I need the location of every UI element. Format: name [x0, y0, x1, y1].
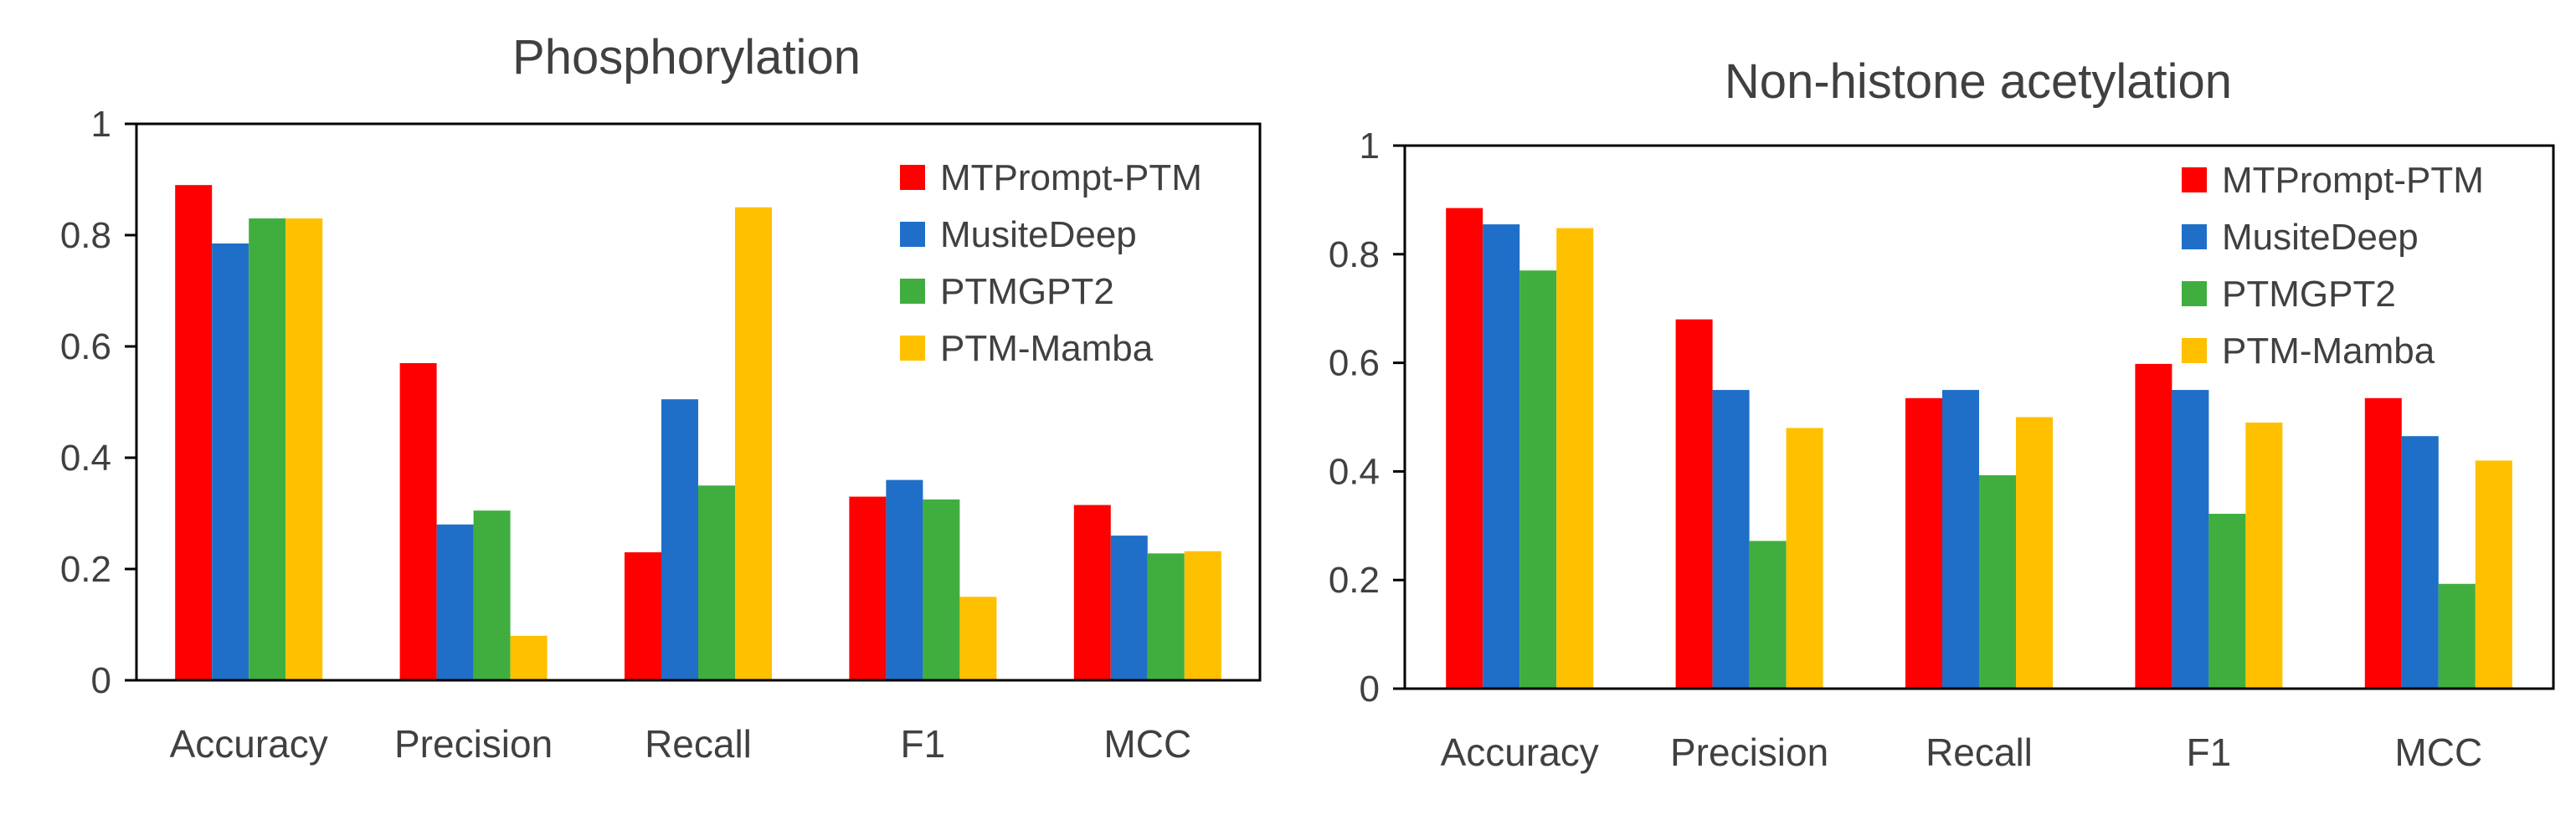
- chart2-bar-ptm-mamba-recall: [2016, 417, 2053, 689]
- chart1-legend-swatch: [900, 222, 925, 247]
- chart2-bar-mtprompt-ptm-precision: [1675, 319, 1713, 689]
- chart2-x-category-label: Precision: [1670, 730, 1828, 774]
- chart1-y-tick-label: 0.2: [60, 549, 111, 590]
- chart2-legend-swatch: [2182, 224, 2207, 249]
- chart2-bar-musitedeep-precision: [1712, 390, 1750, 689]
- chart2-x-category-label: MCC: [2394, 730, 2482, 774]
- chart1-bar-musitedeep-precision: [436, 524, 474, 680]
- chart2-y-tick-label: 0.8: [1329, 234, 1380, 275]
- chart1-bar-mtprompt-ptm-recall: [625, 552, 661, 680]
- chart1-bar-mtprompt-ptm-accuracy: [175, 185, 213, 680]
- chart1-plot-frame: [135, 122, 1262, 682]
- chart2-y-tick-label: 0.2: [1329, 560, 1380, 601]
- chart2-y-tick-label: 0: [1360, 669, 1380, 710]
- chart2-bar-ptm-mamba-mcc: [2475, 460, 2512, 689]
- chart1-x-category-label: F1: [901, 722, 946, 766]
- chart1-bar-musitedeep-mcc: [1110, 536, 1148, 680]
- chart1-y-tick-label: 0: [91, 660, 111, 701]
- chart1-y-tick-label: 0.8: [60, 215, 111, 256]
- chart2-bar-ptmgpt2-precision: [1749, 541, 1787, 689]
- chart1-x-category-label: Accuracy: [170, 722, 328, 766]
- chart1-bar-mtprompt-ptm-mcc: [1073, 505, 1111, 680]
- chart1-bar-ptmgpt2-recall: [698, 485, 735, 680]
- chart2-bar-ptmgpt2-accuracy: [1519, 270, 1557, 689]
- chart1-legend-swatch: [900, 165, 925, 190]
- chart2-bar-ptm-mamba-accuracy: [1556, 228, 1594, 689]
- chart1-bar-ptm-mamba-recall: [735, 207, 772, 680]
- chart1-y-tick-label: 0.4: [60, 438, 111, 479]
- chart2-title: Non-histone acetylation: [1725, 54, 2232, 109]
- chart2-bar-musitedeep-accuracy: [1483, 224, 1520, 689]
- chart2-x-category-label: Recall: [1926, 730, 2033, 774]
- chart1-bar-musitedeep-recall: [661, 399, 698, 680]
- chart1-bar-mtprompt-ptm-f1: [849, 496, 887, 680]
- chart1-bar-ptmgpt2-mcc: [1147, 553, 1185, 680]
- chart2-x-category-label: Accuracy: [1441, 730, 1599, 774]
- chart1-legend-swatch: [900, 279, 925, 304]
- chart1-y-tick-label: 1: [91, 104, 111, 145]
- chart2-plot-frame: [1403, 144, 2555, 690]
- chart2-legend-label: PTM-Mamba: [2222, 331, 2435, 372]
- chart2-bar-mtprompt-ptm-mcc: [2364, 397, 2402, 689]
- chart2-legend-label: PTMGPT2: [2222, 274, 2396, 315]
- chart2-bar-ptm-mamba-f1: [2245, 422, 2283, 689]
- chart1-bar-ptm-mamba-mcc: [1184, 551, 1221, 680]
- chart1-bar-ptm-mamba-precision: [510, 635, 548, 680]
- chart2-legend-swatch: [2182, 167, 2207, 192]
- chart1-title: Phosphorylation: [512, 30, 861, 85]
- chart1-x-category-label: MCC: [1103, 722, 1191, 766]
- chart2-x-category-label: F1: [2187, 730, 2232, 774]
- chart2-bar-musitedeep-mcc: [2401, 436, 2439, 689]
- chart2-legend-label: MTPrompt-PTM: [2222, 160, 2484, 201]
- chart1-bar-ptm-mamba-accuracy: [285, 218, 323, 680]
- chart2-bar-mtprompt-ptm-f1: [2135, 363, 2172, 689]
- chart2-bar-musitedeep-f1: [2172, 390, 2209, 689]
- chart1-x-category-label: Precision: [394, 722, 553, 766]
- chart1-bar-ptmgpt2-precision: [473, 510, 511, 680]
- chart1-bar-musitedeep-accuracy: [212, 243, 249, 681]
- chart1-y-tick-label: 0.6: [60, 326, 111, 367]
- chart1-legend-label: MusiteDeep: [940, 214, 1137, 255]
- chart2-bar-mtprompt-ptm-accuracy: [1446, 208, 1483, 689]
- chart2-bar-ptmgpt2-mcc: [2438, 583, 2476, 689]
- chart1-bar-musitedeep-f1: [886, 479, 923, 680]
- chart2-bar-ptmgpt2-f1: [2208, 514, 2246, 689]
- chart1-bar-ptmgpt2-accuracy: [249, 218, 286, 680]
- chart2-legend-swatch: [2182, 338, 2207, 363]
- chart2-y-tick-label: 0.6: [1329, 343, 1380, 384]
- chart2-bar-mtprompt-ptm-recall: [1905, 397, 1942, 689]
- chart2-y-tick-label: 1: [1360, 126, 1380, 167]
- chart1-bar-ptm-mamba-f1: [959, 597, 997, 680]
- chart1-legend-label: PTM-Mamba: [940, 328, 1154, 369]
- chart2-bar-musitedeep-recall: [1942, 390, 1979, 689]
- chart2-bar-ptmgpt2-recall: [1979, 474, 2016, 689]
- chart1-x-category-label: Recall: [645, 722, 752, 766]
- chart2-y-tick-label: 0.4: [1329, 451, 1380, 492]
- chart1-legend-label: PTMGPT2: [940, 271, 1114, 312]
- chart1-bar-ptmgpt2-f1: [923, 499, 960, 680]
- chart2-legend-swatch: [2182, 281, 2207, 306]
- chart2-bar-ptm-mamba-precision: [1786, 428, 1823, 689]
- chart1-legend-swatch: [900, 336, 925, 361]
- chart1-bar-mtprompt-ptm-precision: [399, 362, 437, 680]
- chart2-legend-label: MusiteDeep: [2222, 217, 2419, 258]
- chart1-legend-label: MTPrompt-PTM: [940, 157, 1202, 198]
